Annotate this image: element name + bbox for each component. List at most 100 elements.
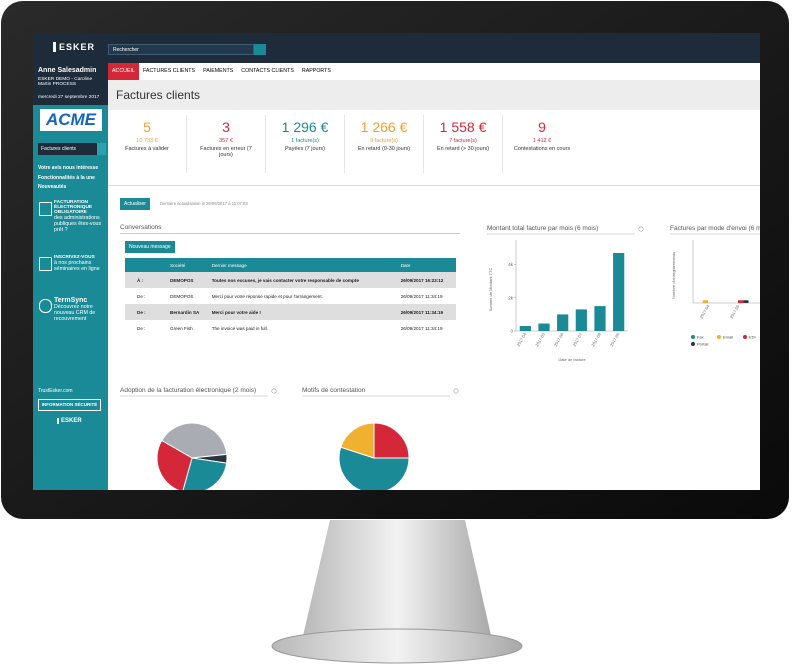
cell: Bernardin SA (167, 304, 209, 320)
header-cell: Dernier message (208, 258, 398, 272)
cell: 26/09/2017 11:34:19 (400, 293, 443, 299)
user-panel: Anne Salesadmin ESKER DEMO - Caroline Ma… (33, 63, 108, 105)
kpi: 5 10 733 € Factures à valider (108, 115, 187, 173)
chart-title: Montant total facture par mois (6 mois) (487, 225, 598, 232)
promo-title: INSCRIVEZ-VOUS (54, 255, 95, 260)
pie-slice (161, 422, 228, 459)
sidebar-link[interactable]: Votre avis nous intéresse (38, 165, 99, 171)
chart: Adoption de la facturation électronique … (120, 387, 277, 490)
promo-title: FACTURATION ÉLECTRONIQUE OBLIGATOIRE (54, 200, 93, 215)
header-cell (125, 258, 167, 272)
bar (613, 252, 625, 331)
tabs: ACCUEIL FACTURES CLIENTS PAIEMENTS CONTACTS… (108, 63, 760, 80)
cell: Merci pour votre réponse rapide et pour … (211, 293, 323, 299)
cell: Toutes nos excuses, je vais contacter vo… (208, 272, 398, 288)
tab[interactable]: PAIEMENTS (203, 68, 234, 74)
x-tick-label: 2017-09 (609, 331, 621, 347)
trust-link[interactable]: TrustEsker.com (38, 388, 73, 394)
tab[interactable]: RAPPORTS (301, 68, 331, 74)
chart-title: Adoption de la facturation électronique … (120, 387, 256, 394)
conversations-title: Conversations (120, 224, 460, 234)
search-icon[interactable] (638, 226, 644, 232)
kpi-sub: 10 733 € (136, 138, 158, 144)
kpi-sub: 7 facture(s) (449, 138, 477, 144)
kpi: 1 558 € 7 facture(s) En retard (> 30 jours… (424, 115, 503, 173)
main: ACCUEIL FACTURES CLIENTS PAIEMENTS CONTACTS… (108, 63, 760, 490)
row[interactable]: De : Green Fish The invoice was paid in fu… (125, 320, 456, 336)
kpi-label: Contestations en cours (513, 146, 571, 152)
row[interactable]: De : Bernardin SA Merci pour votre aide ! 2… (125, 304, 456, 320)
promo-icon (39, 299, 52, 313)
bar (575, 309, 587, 331)
security-button[interactable]: INFORMATION SÉCURITÉ (38, 399, 101, 411)
legend-label: Email (723, 335, 733, 340)
chart: Factures par mode d'envoi (6 m 2017-04 201… (670, 225, 760, 347)
kpi-value: 1 296 € (281, 119, 329, 135)
search-icon[interactable] (453, 388, 459, 394)
search-box[interactable]: Rechercher (108, 44, 254, 55)
kpi-label: Factures à valider (125, 146, 169, 152)
refresh-note: Dernière actualisation le 26/09/2017 à 1… (160, 201, 248, 206)
kpi-label: En retard (0-30 jours) (357, 146, 411, 152)
promo: FACTURATION ÉLECTRONIQUE OBLIGATOIRE des … (37, 200, 107, 233)
kpis: 5 10 733 € Factures à valider 3 357 € Facture… (108, 115, 581, 173)
bar (557, 314, 569, 331)
kpi: 9 1 412 € Contestations en cours (503, 115, 581, 173)
y-tick-label: 2k (508, 295, 514, 300)
promo-text: Découvrez notre nouveau CRM de recouvrem… (54, 304, 96, 322)
bar (519, 326, 531, 331)
x-tick-label: 2017-05 (729, 303, 741, 319)
cell: DEMOPOS (170, 293, 194, 299)
kpi-label: En retard (> 30 jours) (436, 146, 490, 152)
row[interactable]: À : DEMOPOS Toutes nos excuses, je vais co… (125, 272, 456, 288)
kpi-value: 9 (538, 119, 546, 135)
pie-slice (338, 446, 410, 490)
conversations-table: Société Dernier message Date À : DEMOPOS Tout… (125, 258, 456, 336)
menu-select[interactable]: Factures clients (38, 143, 97, 155)
pie-slice (373, 422, 410, 459)
chart: Motifs de contestation (302, 387, 459, 490)
tab[interactable]: FACTURES CLIENTS (142, 68, 196, 74)
client-logo: ACME (40, 109, 102, 131)
y-tick-label: 0 (510, 329, 513, 334)
company: ESKER DEMO - Caroline Martin PROCESS (38, 77, 93, 87)
refresh-button[interactable]: Actualiser (120, 198, 150, 210)
cell: DEMOPOS (167, 272, 209, 288)
tab[interactable]: CONTACTS CLIENTS (241, 68, 294, 74)
sidebar: Anne Salesadmin ESKER DEMO - Caroline Ma… (33, 63, 108, 490)
page-title: Factures clients (116, 88, 201, 102)
kpi: 1 296 € 1 facture(s) Payées (7 jours) (266, 115, 345, 173)
search-icon[interactable] (271, 388, 277, 394)
pie-slice (182, 457, 228, 490)
charts: Montant total facture par mois (6 mois) 0… (108, 63, 760, 490)
cell: De : (137, 325, 146, 331)
y-tick-label: 4k (508, 262, 514, 267)
legend-swatch (717, 335, 721, 339)
legend-label: EDI (749, 335, 756, 340)
row[interactable]: De : DEMOPOS Merci pour votre réponse rapi… (125, 288, 456, 304)
chart: Montant total facture par mois (6 mois) 0… (487, 225, 644, 362)
new-message-button[interactable]: Nouveau message (125, 241, 175, 253)
promo-text: à nos prochains séminaires en ligne (54, 260, 100, 272)
y-axis-label: Somme de Montant TTC (488, 268, 493, 312)
x-axis-label: Date de facture (558, 357, 586, 362)
cell: De : (137, 293, 146, 299)
links: Votre avis nous intéresse Fonctionnalités… (38, 165, 98, 194)
legend-swatch (691, 335, 695, 339)
screen: ESKER Rechercher Anne Salesadmin ESKER D… (33, 33, 760, 490)
sidebar-link[interactable]: Nouveautés (38, 184, 67, 190)
promo: TermSync Découvrez notre nouveau CRM de r… (37, 297, 107, 322)
x-tick-label: 2017-08 (590, 331, 602, 347)
kpi-label: Factures en erreur (7 jours) (200, 146, 252, 158)
search-button[interactable] (254, 44, 266, 55)
kpi-value: 1 266 € (360, 119, 408, 135)
footer-logo: ESKER (57, 418, 82, 424)
x-tick-label: 2017-06 (759, 303, 760, 319)
tab[interactable]: ACCUEIL (108, 63, 139, 80)
bar (702, 300, 708, 303)
chart-title: Motifs de contestation (302, 387, 366, 394)
menu-toggle[interactable] (97, 143, 106, 155)
kpi-sub: 9 facture(s) (370, 138, 398, 144)
bar (594, 306, 606, 331)
sidebar-link[interactable]: Fonctionnalités à la une (38, 174, 95, 181)
